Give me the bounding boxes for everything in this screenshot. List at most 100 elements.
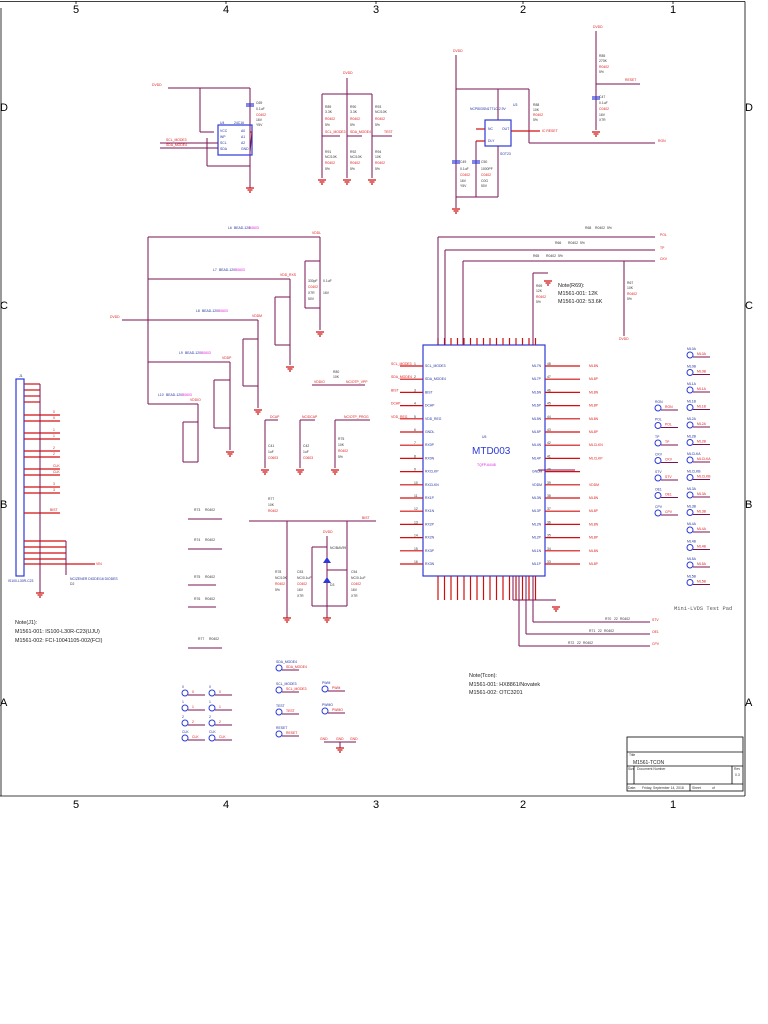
cap-spec: 50V <box>308 297 315 301</box>
test-pad-net: OE1 <box>665 493 672 497</box>
net-label: SDA_MODE4 <box>391 375 412 379</box>
gnd-label: GND <box>336 737 344 741</box>
cap-ref: C47 <box>599 95 605 99</box>
bead-ref: L7 <box>213 268 217 272</box>
tcon-top-pins <box>437 338 537 345</box>
tcon-top-outputs: R68 R0402 5% POL R66 R0402 5% TP R65 R04… <box>437 226 668 345</box>
cap-voltage: C0G <box>481 179 488 183</box>
pin-name: SDA <box>220 147 228 151</box>
net-label-dvdd: DVDD <box>343 71 353 75</box>
test-pad-icon <box>686 526 694 534</box>
signal-label: 2 <box>53 446 55 450</box>
res-ref: R89 <box>325 105 331 109</box>
net-label: IC RESET <box>542 129 558 133</box>
connector-j1: J1 0 0 1 1 2 2 CLK CLK 3 3 BIST VIN IS10… <box>8 374 118 598</box>
tcon-note: Note(Tcon): M1561-001: HX8861/Novatek M1… <box>469 673 540 696</box>
pin-name: ML2P <box>532 536 542 540</box>
net-label: NC/OTP_VPP <box>346 380 368 384</box>
signal-label: BIST <box>50 508 58 512</box>
note-title: Note(Tcon): <box>469 673 497 679</box>
test-pad: ML3B <box>687 505 697 509</box>
note-title: Note(J1): <box>15 620 37 626</box>
net-label: ML8N <box>589 417 599 421</box>
test-pad-net: ML5B <box>697 580 707 584</box>
test-point: RESET <box>276 726 287 730</box>
res-value: NC/10K <box>350 155 363 159</box>
cap-pkg: C0402 <box>308 285 318 289</box>
net-label: OE1 <box>652 630 659 634</box>
test-pad: ML4A <box>687 522 697 526</box>
cap-ref: C53 <box>297 570 303 574</box>
test-pad-icon <box>654 439 662 447</box>
res-ref: R73 <box>194 508 200 512</box>
pin-number: 12 <box>414 507 418 511</box>
net-label: VDD_REG <box>391 415 408 419</box>
res-tol: 5% <box>325 123 330 127</box>
cap-value: 1000PF <box>481 167 493 171</box>
test-pad-net: ML1B <box>697 405 707 409</box>
net-label: TEST <box>384 130 393 134</box>
tcon-bottom-outputs: R70 22 R0402 STV R71 22 R0402 OE1 R72 22… <box>512 576 660 647</box>
res-tol: 5% <box>275 588 280 592</box>
pin-number: 36 <box>547 520 551 524</box>
res-pkg: R0402 <box>205 508 215 512</box>
cap-value: 0.1uF <box>256 107 265 111</box>
date-value: Friday, September 14, 2018 <box>642 786 684 790</box>
net-label: ML8P <box>589 562 599 566</box>
res-ref: R85 <box>599 54 605 58</box>
net-label: ML8N <box>589 496 599 500</box>
cap-spec: X7R <box>308 291 315 295</box>
pin-name: SCL_MODE3 <box>425 364 446 368</box>
ground-icon <box>452 208 460 214</box>
test-pad-icon <box>654 457 662 464</box>
pin-name: SCL <box>220 141 227 145</box>
res-pkg: R0402 <box>620 617 630 621</box>
chip-part: MTD003 <box>472 446 511 457</box>
col-label: 2 <box>520 799 526 811</box>
net-label: POL <box>660 233 667 237</box>
test-pad-icon <box>275 686 283 694</box>
test-pad-icon <box>686 474 694 481</box>
test-pad: ML0A <box>687 347 697 351</box>
test-pad-net: POL <box>665 423 672 427</box>
connector-note: Note(J1): M1561-001: IS100-L30R-C23(UJU)… <box>15 620 103 644</box>
test-pad-icon <box>181 689 189 697</box>
sheet-frame <box>0 1 746 797</box>
res-pkg: R0402 <box>533 113 543 117</box>
gnd-label: GND <box>350 737 358 741</box>
net-label: MLCLKP <box>589 456 603 460</box>
test-point: SDA_MODE4 <box>276 660 297 664</box>
pin-number: 13 <box>414 520 418 524</box>
test-pad-icon <box>686 509 694 516</box>
pin-number: 3 <box>414 388 416 392</box>
test-point-net: CLK <box>219 735 226 739</box>
net-label: SDA_MODE4 <box>166 143 187 147</box>
res-pkg: R0402 <box>536 295 546 299</box>
net-label: DCAP <box>391 402 401 406</box>
cap-pkg: C0603 <box>303 456 313 460</box>
reset-block: DVDD U3 NCP803SN17T1C-2.9V NC DLY OUT SO… <box>452 25 666 214</box>
res-pkg: R0402 <box>325 161 335 165</box>
pin-number: 45 <box>547 402 551 406</box>
net-label: VDDL <box>312 231 321 235</box>
diode-ref: D3 <box>330 583 334 587</box>
res-ref: R78 <box>275 570 281 574</box>
net-label: VDD_RXS <box>280 273 297 277</box>
test-pad-icon <box>686 491 694 499</box>
res-pkg: R0402 <box>583 641 593 645</box>
pin-name: ML3N <box>532 496 542 500</box>
tcon-chip-block: U5 MTD003 TQFP-64/48 1 SCL_MODE3SCL_MODE3… <box>391 338 603 600</box>
test-pad-icon <box>654 404 662 412</box>
chip-part: NCP803SN17T1C-2.9V <box>470 107 507 111</box>
test-pad: CPV <box>655 505 663 509</box>
res-value: 12K <box>536 289 543 293</box>
cap-dielectric: X7R <box>351 594 358 598</box>
diode-icon <box>323 557 331 563</box>
res-ref: R68 <box>585 226 591 230</box>
res-ref: R77 <box>198 637 204 641</box>
bead-ref: L10 <box>158 393 164 397</box>
cap-ref: C42 <box>303 444 309 448</box>
test-pad-icon <box>181 704 189 712</box>
pin-number: 33 <box>547 560 551 564</box>
pin-number: 46 <box>547 388 551 392</box>
